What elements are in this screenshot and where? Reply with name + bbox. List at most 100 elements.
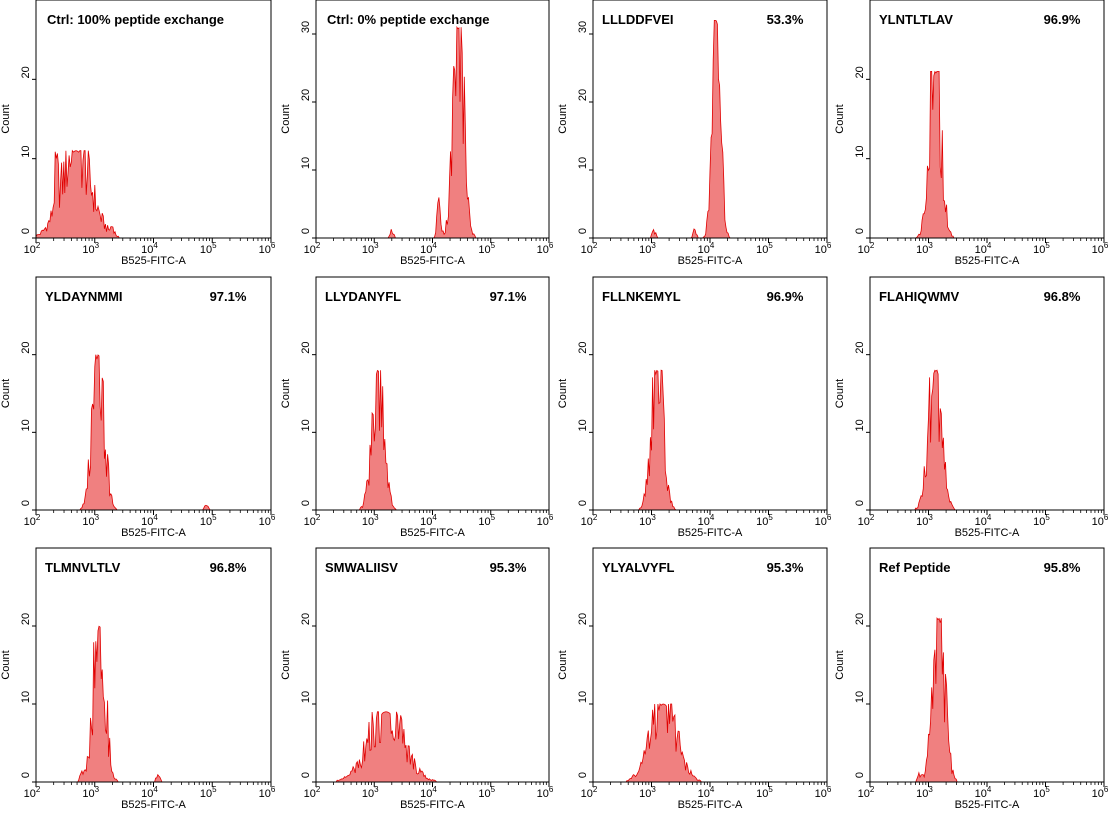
- percent-label: 95.8%: [1044, 560, 1081, 575]
- x-tick-label: 106: [1092, 785, 1109, 800]
- y-tick-label: 0: [854, 772, 866, 778]
- histogram-area: [593, 369, 827, 511]
- x-tick-label: 103: [82, 785, 99, 800]
- x-tick-label: 103: [916, 513, 933, 528]
- x-axis-label: B525-FITC-A: [400, 799, 465, 811]
- y-tick-label: 10: [20, 419, 32, 431]
- histogram-area: [35, 149, 271, 239]
- x-tick-label: 103: [639, 785, 656, 800]
- x-tick-label: 105: [478, 241, 495, 256]
- y-tick-label: 10: [300, 419, 312, 431]
- plot-frame: [869, 0, 1105, 239]
- panel-title: FLAHIQWMV: [879, 289, 959, 304]
- plot-frame: [35, 547, 272, 783]
- x-tick-label: 102: [581, 513, 598, 528]
- panel-title: Ctrl: 100% peptide exchange: [47, 12, 224, 27]
- y-axis-label: Count: [0, 104, 12, 133]
- y-tick-label: 20: [20, 342, 32, 354]
- x-tick-label: 106: [537, 241, 554, 256]
- histogram-area: [316, 369, 549, 511]
- x-tick-label: 104: [698, 241, 715, 256]
- x-axis-label: B525-FITC-A: [678, 799, 743, 811]
- x-tick-label: 105: [1033, 785, 1050, 800]
- x-tick-label: 104: [420, 513, 437, 528]
- panel-title: LLLDDFVEI: [602, 12, 674, 27]
- histogram-panel: 0 10 20 Count 102 103 104 105 106 B525-FITC-A FLLN…: [557, 276, 832, 539]
- x-tick-label: 103: [362, 513, 379, 528]
- x-tick-label: 106: [259, 785, 276, 800]
- x-tick-label: 103: [639, 513, 656, 528]
- histogram-area: [870, 617, 1104, 783]
- y-tick-label: 20: [577, 342, 589, 354]
- y-tick-label: 0: [300, 500, 312, 506]
- histogram-area: [36, 625, 271, 783]
- x-tick-label: 102: [304, 241, 321, 256]
- panel-title: YLNTLTLAV: [879, 12, 953, 27]
- x-tick-label: 104: [141, 513, 158, 528]
- x-tick-label: 102: [858, 513, 875, 528]
- panel-title: TLMNVLTLV: [45, 560, 121, 575]
- plot-frame: [315, 547, 550, 783]
- percent-label: 97.1%: [210, 289, 247, 304]
- x-axis-label: B525-FITC-A: [955, 527, 1020, 539]
- histogram-panel: 0 10 20 Count 102 103 104 105 106 B525-FITC-A Ctrl…: [0, 0, 276, 267]
- x-tick-label: 103: [362, 785, 379, 800]
- x-tick-label: 106: [537, 785, 554, 800]
- y-tick-label: 10: [20, 146, 32, 158]
- x-tick-label: 103: [916, 785, 933, 800]
- histogram-panel: 0 10 20 Count 102 103 104 105 106 B525-FITC-A YLDA…: [0, 276, 276, 539]
- plot-frame: [35, 276, 272, 511]
- x-axis-label: B525-FITC-A: [121, 799, 186, 811]
- y-axis-label: Count: [834, 104, 846, 133]
- x-tick-label: 103: [82, 241, 99, 256]
- x-tick-label: 104: [698, 513, 715, 528]
- y-tick-label: 0: [300, 772, 312, 778]
- histogram-area: [316, 711, 549, 783]
- y-tick-label: 20: [300, 342, 312, 354]
- plot-frame: [869, 547, 1105, 783]
- y-tick-label: 10: [20, 691, 32, 703]
- histogram-area: [36, 354, 271, 511]
- x-tick-label: 104: [420, 241, 437, 256]
- y-tick-label: 0: [577, 772, 589, 778]
- y-tick-label: 20: [854, 613, 866, 625]
- x-axis-label: B525-FITC-A: [955, 799, 1020, 811]
- histogram-area: [593, 703, 827, 783]
- histogram-panel: 0 10 20 30 Count 102 103 104 105 106 B525-FITC-A Ct…: [280, 0, 554, 267]
- histogram-area: [316, 25, 549, 239]
- y-tick-label: 10: [577, 691, 589, 703]
- percent-label: 95.3%: [490, 560, 527, 575]
- y-axis-label: Count: [280, 650, 292, 679]
- percent-label: 96.8%: [210, 560, 247, 575]
- y-tick-label: 10: [300, 691, 312, 703]
- x-tick-label: 102: [24, 785, 41, 800]
- x-axis-label: B525-FITC-A: [678, 255, 743, 267]
- y-axis-label: Count: [834, 379, 846, 408]
- x-tick-label: 106: [815, 785, 832, 800]
- x-tick-label: 106: [259, 241, 276, 256]
- x-axis-label: B525-FITC-A: [400, 527, 465, 539]
- y-tick-label: 0: [577, 228, 589, 234]
- x-tick-label: 105: [478, 785, 495, 800]
- y-tick-label: 0: [854, 228, 866, 234]
- x-tick-label: 103: [639, 241, 656, 256]
- y-tick-label: 10: [577, 157, 589, 169]
- x-tick-label: 104: [420, 785, 437, 800]
- y-axis-label: Count: [280, 379, 292, 408]
- panel-title: LLYDANYFL: [325, 289, 401, 304]
- x-tick-label: 105: [1033, 241, 1050, 256]
- plot-frame: [869, 276, 1105, 511]
- percent-label: 96.9%: [1044, 12, 1081, 27]
- x-tick-label: 104: [975, 513, 992, 528]
- x-tick-label: 106: [815, 513, 832, 528]
- histogram-panel: 0 10 20 Count 102 103 104 105 106 B525-FITC-A TLMN…: [0, 547, 276, 811]
- y-axis-label: Count: [557, 104, 569, 133]
- x-tick-label: 103: [362, 241, 379, 256]
- y-axis-label: Count: [557, 379, 569, 408]
- x-tick-label: 103: [82, 513, 99, 528]
- y-tick-label: 30: [300, 21, 312, 33]
- x-tick-label: 102: [581, 241, 598, 256]
- x-tick-label: 105: [756, 241, 773, 256]
- x-tick-label: 103: [916, 241, 933, 256]
